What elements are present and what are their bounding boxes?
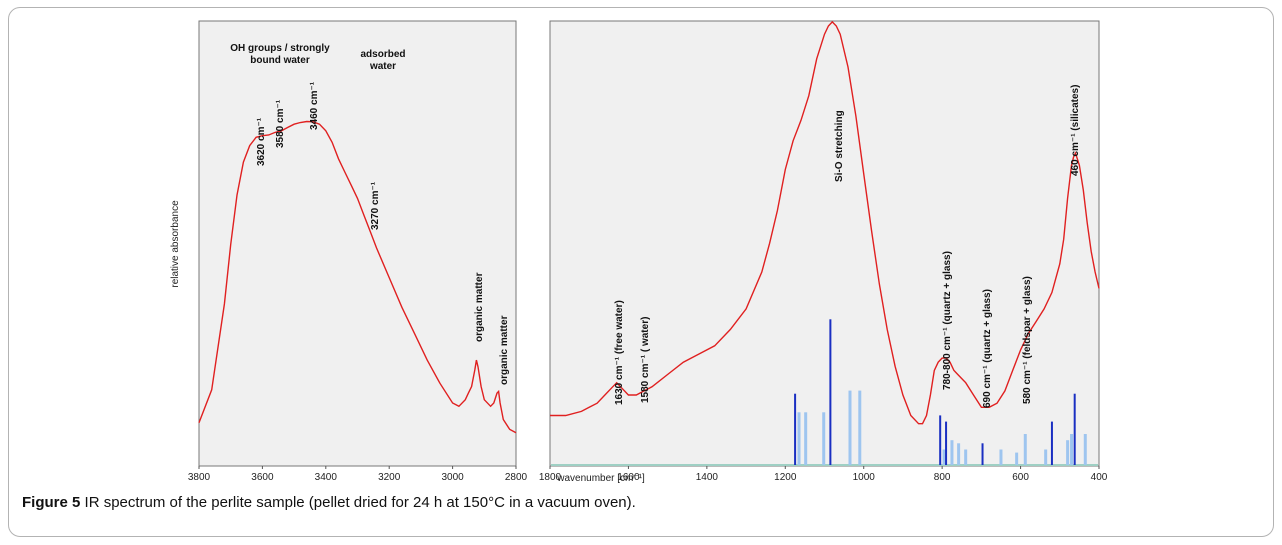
reference-bar-light — [1066, 440, 1070, 465]
caption-text: IR spectrum of the perlite sample (pelle… — [80, 494, 636, 511]
x-tick-label: 800 — [934, 472, 951, 483]
reference-bar-light — [950, 440, 954, 465]
caption-label: Figure 5 — [22, 494, 81, 511]
reference-bar-light — [822, 412, 826, 465]
x-tick-label: 1200 — [774, 472, 797, 483]
left-y-axis-label: relative absorbance — [170, 200, 181, 288]
reference-bar-light — [999, 449, 1003, 465]
x-tick-label: 3400 — [315, 472, 338, 483]
annotation-1580: 1580 cm⁻¹ ( water) — [640, 317, 651, 403]
reference-bar-light — [957, 443, 961, 465]
reference-bar-light — [1083, 434, 1087, 465]
annotation-3620: 3620 cm⁻¹ — [256, 117, 267, 166]
annotation-adsorbed: adsorbed — [360, 49, 405, 60]
x-tick-label: 1400 — [696, 472, 719, 483]
reference-bar-light — [804, 412, 808, 465]
x-tick-label: 1000 — [853, 472, 876, 483]
x-tick-label: 400 — [1091, 472, 1108, 483]
annotation-460: 460 cm⁻¹ (silicates) — [1070, 85, 1081, 176]
reference-bar-light — [858, 390, 862, 465]
x-tick-label: 3200 — [378, 472, 401, 483]
x-tick-label: 3800 — [188, 472, 211, 483]
annotation-si-o: Si-O stretching — [834, 110, 845, 182]
annotation-organic-matter-1: organic matter — [474, 272, 485, 342]
x-tick-label: 3000 — [441, 472, 464, 483]
annotation-organic-matter-2: organic matter — [499, 315, 510, 385]
annotation-3270: 3270 cm⁻¹ — [370, 181, 381, 230]
reference-bar-dark — [794, 393, 797, 465]
reference-bar-light — [797, 412, 801, 465]
annotation-580: 580 cm⁻¹ (feldspar + glass) — [1022, 276, 1033, 404]
x-tick-label: 1600 — [617, 472, 640, 483]
x-tick-label: 1800 — [539, 472, 562, 483]
x-tick-label: 600 — [1012, 472, 1029, 483]
annotation-oh-groups: OH groups / strongly — [230, 43, 330, 54]
x-tick-label: 3600 — [251, 472, 274, 483]
reference-bar-light — [964, 449, 968, 465]
annotation-780-800: 780-800 cm⁻¹ (quartz + glass) — [942, 251, 953, 390]
left-spectrum-line — [198, 120, 517, 434]
reference-bar-dark — [829, 319, 832, 465]
reference-bar-light — [1015, 452, 1019, 465]
x-tick-label: 2800 — [505, 472, 528, 483]
reference-bar-light — [1070, 434, 1074, 465]
left-plot-area — [198, 20, 517, 467]
reference-bar-dark — [939, 415, 942, 465]
annotation-water: water — [369, 61, 396, 72]
annotation-bound-water: bound water — [250, 55, 310, 66]
annotation-690: 690 cm⁻¹ (quartz + glass) — [982, 289, 993, 408]
figure-frame — [8, 7, 1274, 537]
reference-bar-light — [942, 449, 946, 465]
reference-bar-dark — [1050, 421, 1053, 465]
reference-bar-dark — [1073, 393, 1076, 465]
figure-caption: Figure 5 IR spectrum of the perlite samp… — [22, 494, 636, 511]
right-panel: 1800 1600 1400 1200 1000 800 600 400 1630 cm⁻¹ … — [539, 20, 1108, 483]
reference-bar-light — [1044, 449, 1048, 465]
annotation-3580: 3580 cm⁻¹ — [275, 99, 286, 148]
right-spectrum-line — [550, 20, 1100, 425]
left-panel: 3800 3600 3400 3200 3000 2800 OH groups / str… — [188, 20, 528, 483]
annotation-3460: 3460 cm⁻¹ — [309, 81, 320, 130]
reference-bar-light — [1023, 434, 1027, 465]
reference-bar-light — [848, 390, 852, 465]
reference-bar-dark — [945, 421, 948, 465]
reference-bar-dark — [981, 443, 984, 465]
annotation-1630: 1630 cm⁻¹ (free water) — [614, 300, 625, 405]
right-x-axis-label: wavenumber [cm⁻¹] — [556, 473, 645, 484]
right-plot-area — [549, 20, 1100, 467]
